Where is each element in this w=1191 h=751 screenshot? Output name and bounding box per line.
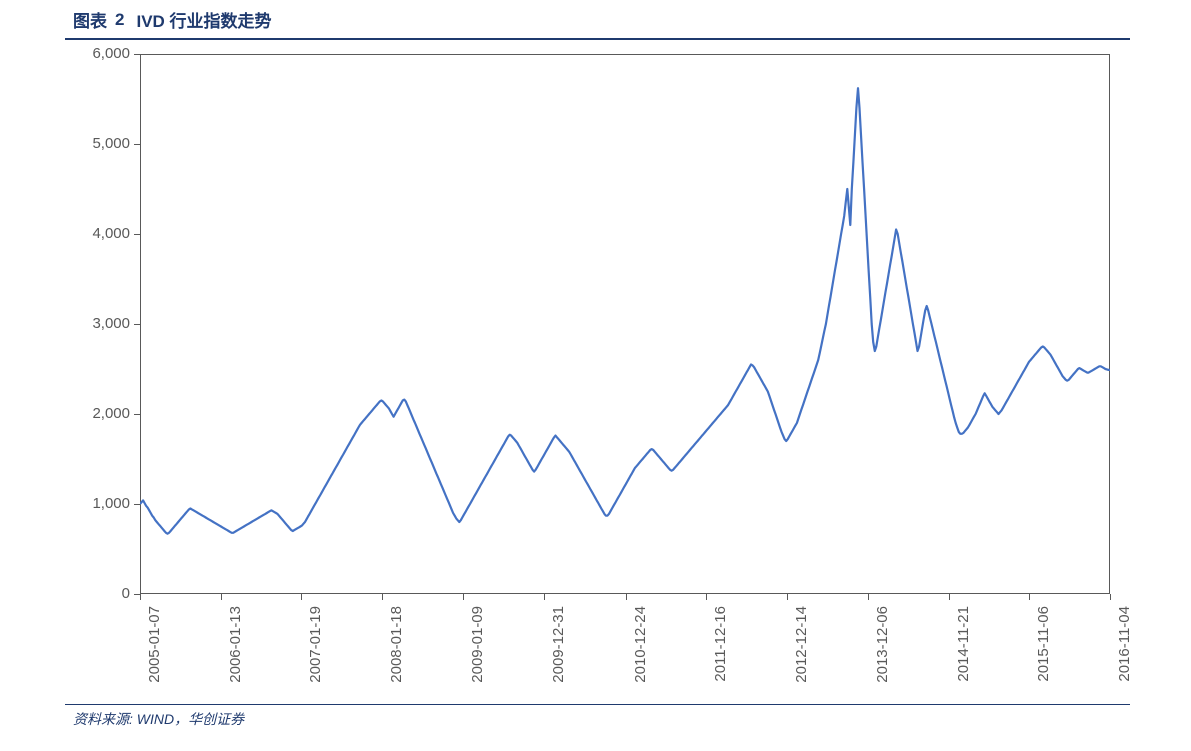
title-underline: [65, 38, 1130, 40]
title-text: IVD 行业指数走势: [136, 7, 271, 32]
x-tick-label: 2006-01-13: [227, 606, 244, 696]
x-tick-mark: [301, 594, 302, 600]
x-tick-mark: [140, 594, 141, 600]
x-tick-mark: [1029, 594, 1030, 600]
x-tick-label: 2016-11-04: [1116, 606, 1133, 696]
x-tick-label: 2012-12-14: [793, 606, 810, 696]
x-tick-label: 2007-01-19: [307, 606, 324, 696]
footer-source: 资料来源: WIND，华创证券: [65, 705, 1130, 729]
chart-title-row: 图表 2 IVD 行业指数走势: [65, 5, 1130, 38]
x-tick-mark: [1110, 594, 1111, 600]
x-tick-label: 2008-01-18: [388, 606, 405, 696]
y-tick-label: 0: [65, 585, 130, 602]
x-tick-mark: [868, 594, 869, 600]
x-tick-mark: [949, 594, 950, 600]
x-tick-mark: [382, 594, 383, 600]
x-tick-label: 2011-12-16: [712, 606, 729, 696]
chart-area: 0 1,000 2,000 3,000 4,000 5,000 6,000 2005-01-0…: [65, 44, 1130, 702]
x-tick-label: 2010-12-24: [632, 606, 649, 696]
x-tick-mark: [626, 594, 627, 600]
ivd-index-line: [140, 88, 1110, 534]
x-tick-mark: [787, 594, 788, 600]
x-tick-mark: [463, 594, 464, 600]
x-tick-label: 2013-12-06: [874, 606, 891, 696]
x-tick-label: 2009-01-09: [469, 606, 486, 696]
x-tick-mark: [221, 594, 222, 600]
x-tick-label: 2005-01-07: [146, 606, 163, 696]
y-tick-label: 3,000: [65, 315, 130, 332]
y-tick-label: 5,000: [65, 135, 130, 152]
title-prefix: 图表: [73, 7, 107, 32]
x-tick-mark: [706, 594, 707, 600]
y-tick-label: 6,000: [65, 45, 130, 62]
x-tick-label: 2009-12-31: [550, 606, 567, 696]
y-tick-label: 1,000: [65, 495, 130, 512]
y-tick-label: 2,000: [65, 405, 130, 422]
x-tick-label: 2014-11-21: [955, 606, 972, 696]
line-series-svg: [140, 54, 1110, 594]
title-number: 2: [115, 10, 124, 30]
x-tick-label: 2015-11-06: [1035, 606, 1052, 696]
y-tick-label: 4,000: [65, 225, 130, 242]
x-tick-mark: [544, 594, 545, 600]
